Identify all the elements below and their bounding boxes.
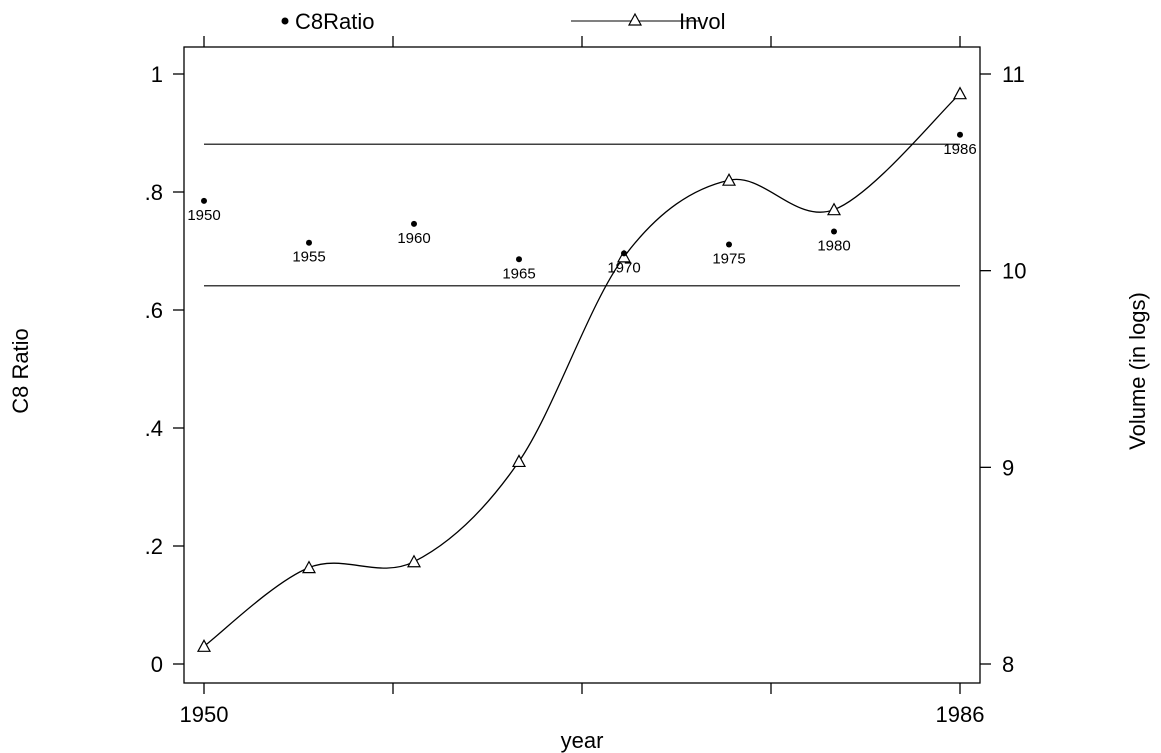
c8ratio-point: [306, 239, 312, 246]
c8ratio-point: [201, 197, 207, 204]
c8ratio-point-label: 1986: [943, 141, 976, 158]
x-tick-label: 1950: [180, 702, 229, 727]
legend: C8Ratio Invol: [281, 9, 725, 34]
invol-point: [511, 454, 527, 468]
left-y-tick-label: .8: [145, 180, 163, 205]
x-axis: 1950 1986: [180, 683, 985, 727]
left-y-tick-label: 0: [151, 652, 163, 677]
c8ratio-series-points: 1950 1955 1960 1965 1970 1975 1980 1986: [187, 131, 977, 282]
legend-invol-label: Invol: [679, 9, 725, 34]
c8ratio-point: [726, 241, 732, 248]
invol-point: [196, 639, 212, 652]
invol-series-markers: [196, 86, 968, 652]
invol-point: [616, 249, 632, 263]
c8ratio-point: [411, 220, 417, 227]
legend-c8ratio-marker-icon: [281, 17, 289, 25]
x-axis-title: year: [561, 728, 604, 753]
left-y-tick-label: .4: [145, 416, 163, 441]
c8ratio-point-label: 1980: [817, 238, 850, 255]
c8ratio-point: [621, 250, 627, 257]
reference-lines: [204, 143, 960, 287]
left-y-tick-label: .6: [145, 298, 163, 323]
c8ratio-point-label: 1965: [502, 265, 535, 282]
right-y-tick-label: 10: [1002, 259, 1026, 284]
invol-point: [826, 202, 842, 216]
c8ratio-point: [957, 131, 963, 138]
invol-point: [406, 554, 422, 568]
invol-point: [721, 172, 737, 186]
c8ratio-point-label: 1955: [292, 249, 325, 266]
right-y-tick-label: 8: [1002, 652, 1014, 677]
left-y-axis-title: C8 Ratio: [8, 328, 33, 414]
left-y-tick-label: 1: [151, 62, 163, 87]
c8ratio-point-label: 1970: [607, 259, 640, 276]
top-axis-ticks: [203, 36, 961, 47]
legend-c8ratio-label: C8Ratio: [295, 9, 374, 34]
c8ratio-point-label: 1950: [187, 207, 220, 224]
plot-frame: [183, 46, 981, 684]
invol-point: [301, 560, 317, 574]
right-y-tick-label: 11: [1002, 62, 1025, 87]
left-y-tick-label: .2: [145, 534, 163, 559]
c8ratio-point-label: 1975: [712, 251, 745, 268]
right-y-axis: 8 9 10 11: [980, 62, 1026, 677]
c8ratio-point: [516, 256, 522, 263]
invol-series-line: [203, 93, 961, 647]
legend-invol-marker-icon: [627, 12, 643, 26]
right-y-tick-label: 9: [1002, 455, 1014, 480]
right-y-axis-title: Volume (in logs): [1125, 292, 1150, 450]
left-y-axis: 0 .2 .4 .6 .8 1: [145, 62, 184, 677]
x-tick-label: 1986: [936, 702, 985, 727]
invol-point: [952, 86, 968, 100]
c8ratio-point-label: 1960: [397, 230, 430, 247]
c8ratio-point: [831, 228, 837, 235]
